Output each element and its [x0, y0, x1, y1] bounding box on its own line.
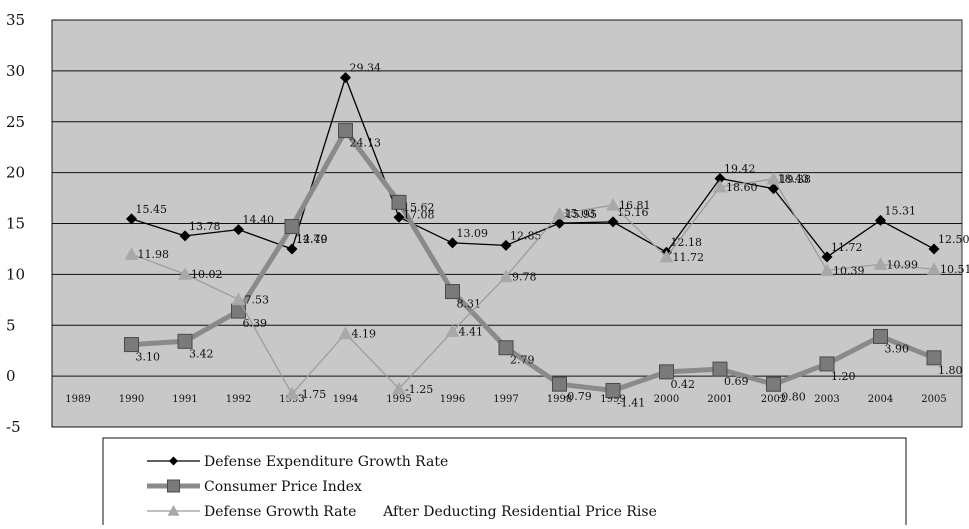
y-axis: 35 30 25 20 15 10 5 0 -5 — [6, 11, 25, 436]
data-label: 4.19 — [352, 327, 377, 340]
x-tick-label: 1994 — [333, 394, 358, 405]
x-tick-label: 2000 — [654, 394, 679, 405]
data-label: 9.78 — [512, 271, 537, 284]
data-label: -0.79 — [564, 390, 592, 403]
data-label: 3.10 — [136, 351, 161, 364]
data-label: 7.53 — [245, 294, 270, 307]
data-label: 15.45 — [136, 203, 168, 216]
data-label: 10.51 — [940, 263, 969, 276]
data-label: 10.02 — [191, 268, 223, 281]
y-tick-label: 5 — [6, 316, 16, 334]
x-tick-label: 1990 — [119, 394, 144, 405]
x-tick-label: 2001 — [707, 394, 732, 405]
data-point — [339, 124, 353, 138]
y-tick-label: 20 — [6, 164, 25, 182]
data-label: 14.70 — [296, 233, 328, 246]
data-label: 15.95 — [566, 208, 598, 221]
data-label: 1.80 — [938, 364, 963, 377]
data-label: 13.09 — [457, 227, 489, 240]
data-label: 29.34 — [350, 62, 382, 75]
data-label: 10.99 — [887, 258, 919, 271]
y-tick-label: 25 — [6, 113, 25, 131]
data-label: 8.31 — [457, 298, 482, 311]
data-point — [820, 357, 834, 371]
data-label: 19.38 — [780, 173, 812, 186]
y-tick-label: 30 — [6, 62, 25, 80]
x-tick-label: 1992 — [226, 394, 251, 405]
data-label: 11.72 — [831, 241, 863, 254]
data-point — [927, 351, 941, 365]
data-label: 19.42 — [724, 163, 756, 176]
data-label: 11.72 — [673, 251, 705, 264]
data-label: 3.90 — [885, 342, 910, 355]
data-point — [767, 377, 781, 391]
data-point — [125, 338, 139, 352]
data-label: 10.39 — [833, 264, 865, 277]
legend-label: Defense Expenditure Growth Rate — [204, 454, 448, 470]
data-point — [178, 334, 192, 348]
data-label: 12.18 — [671, 236, 703, 249]
data-label: 0.69 — [724, 375, 749, 388]
data-point — [606, 383, 620, 397]
data-label: 0.42 — [671, 378, 696, 391]
data-label: 11.98 — [138, 248, 170, 261]
y-tick-label: 15 — [6, 215, 25, 233]
data-label: -1.25 — [405, 383, 433, 396]
x-tick-label: 2003 — [814, 394, 839, 405]
data-label: 12.50 — [938, 233, 969, 246]
data-label: 24.13 — [350, 137, 382, 150]
data-label: 14.40 — [243, 214, 275, 227]
data-label: -1.41 — [617, 396, 645, 409]
data-point — [392, 195, 406, 209]
data-point — [660, 365, 674, 379]
legend-label: Consumer Price Index — [204, 479, 362, 495]
data-label: 16.81 — [619, 199, 651, 212]
x-tick-label: 2005 — [921, 394, 946, 405]
x-tick-label: 1991 — [172, 394, 197, 405]
y-tick-label: 0 — [6, 367, 16, 385]
x-tick-label: 1997 — [493, 394, 518, 405]
data-label: 15.31 — [885, 204, 917, 217]
data-label: 4.41 — [459, 325, 484, 338]
x-tick-label: 1996 — [440, 394, 465, 405]
data-point — [499, 341, 513, 355]
data-label: -0.80 — [778, 390, 806, 403]
data-point — [232, 304, 246, 318]
legend: Defense Expenditure Growth Rate Consumer … — [103, 438, 906, 525]
data-point — [713, 362, 727, 376]
data-label: 13.78 — [189, 220, 221, 233]
data-label: 18.60 — [726, 181, 758, 194]
data-point — [553, 377, 567, 391]
data-point — [874, 329, 888, 343]
x-tick-label: 1989 — [65, 394, 90, 405]
data-label: 17.08 — [403, 208, 435, 221]
x-tick-label: 2004 — [868, 394, 893, 405]
legend-label: Defense Growth Rate After Deducting Resi… — [204, 504, 657, 520]
legend-marker — [168, 480, 180, 492]
data-label: 3.42 — [189, 347, 214, 360]
y-tick-label: -5 — [6, 418, 21, 436]
y-tick-label: 35 — [6, 11, 25, 29]
data-label: 2.79 — [510, 354, 535, 367]
y-tick-label: 10 — [6, 265, 25, 283]
data-point — [446, 285, 460, 299]
legend-item: Defense Growth Rate After Deducting Resi… — [147, 504, 657, 520]
data-point — [285, 220, 299, 234]
data-label: 1.20 — [831, 370, 856, 383]
data-label: -1.75 — [298, 388, 326, 401]
